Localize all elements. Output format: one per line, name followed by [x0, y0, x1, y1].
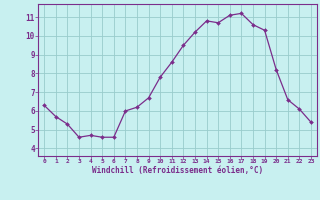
- X-axis label: Windchill (Refroidissement éolien,°C): Windchill (Refroidissement éolien,°C): [92, 166, 263, 175]
